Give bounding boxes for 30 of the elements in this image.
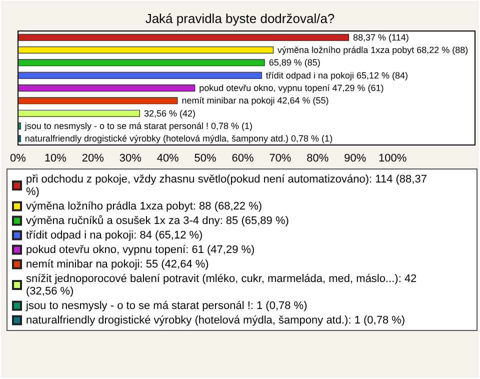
legend-label: snížit jednoporocové balení potravit (mléko, cukr, marmeláda, med, máslo...): 42 (32,56 %) xyxy=(26,272,420,298)
x-tick-label: 60% xyxy=(232,152,254,164)
legend-label: jsou to nesmysly - o to se má starat personál !: 1 (0,78 %) xyxy=(25,300,308,312)
data-label: 32,56 % (42) xyxy=(144,108,196,118)
x-tick-label: 30% xyxy=(119,152,142,164)
data-label: 88,37 % (114) xyxy=(353,32,409,42)
data-label: třídit odpad i na pokoji 65,12 % (84) xyxy=(266,70,408,80)
x-tick-label: 70% xyxy=(269,152,292,164)
x-tick-label: 90% xyxy=(344,152,366,164)
legend-label: pokud otevřu okno, vypnu topení: 61 (47,29 %) xyxy=(26,244,255,256)
legend-label: třídit odpad i na pokoji: 84 (65,12 %) xyxy=(26,229,203,242)
legend-label: nemít minibar na pokoji: 55 (42,64 %) xyxy=(26,258,209,270)
legend-label: výměna ručníků a osušek 1x za 3-4 dny: 85 (65,89 %) xyxy=(26,214,289,227)
legend-label: naturalfriendly drogistické výrobky (hotelová mýdla, šampony atd.): 1 (0,78 %) xyxy=(26,314,406,326)
data-label: výměna ložního prádla 1xza pobyt 68,22 % (88) xyxy=(278,45,468,55)
x-tick-label: 0% xyxy=(10,152,26,164)
data-label: nemít minibar na pokoji 42,64 % (55) xyxy=(182,96,329,106)
chart-title: Jaká pravidla byste dodržoval/a? xyxy=(145,11,335,26)
x-tick-label: 10% xyxy=(44,152,67,164)
legend-label: výměna ložního prádla 1xza pobyt: 88 (68,22 %) xyxy=(26,200,262,212)
x-tick-label: 20% xyxy=(82,152,104,164)
data-label: naturalfriendly drogistické výrobky (hotelová mýdla, šampony atd.) 0,78 % (1) xyxy=(24,134,333,144)
data-label: pokud otevřu okno, vypnu topení 47,29 % (61) xyxy=(199,83,384,93)
data-label: jsou to nesmysly - o to se má starat personál ! 0,78 % (1) xyxy=(24,121,253,131)
x-tick-label: 50% xyxy=(194,152,217,164)
x-tick-label: 100% xyxy=(378,152,407,164)
legend-label: při odchodu z pokoje, vždy zhasnu světlo(pokud není automatizováno): 114 (88,37 %) xyxy=(26,173,430,198)
data-label: 65,89 % (85) xyxy=(268,58,320,68)
x-tick-label: 40% xyxy=(156,152,180,164)
x-tick-label: 80% xyxy=(306,152,329,164)
